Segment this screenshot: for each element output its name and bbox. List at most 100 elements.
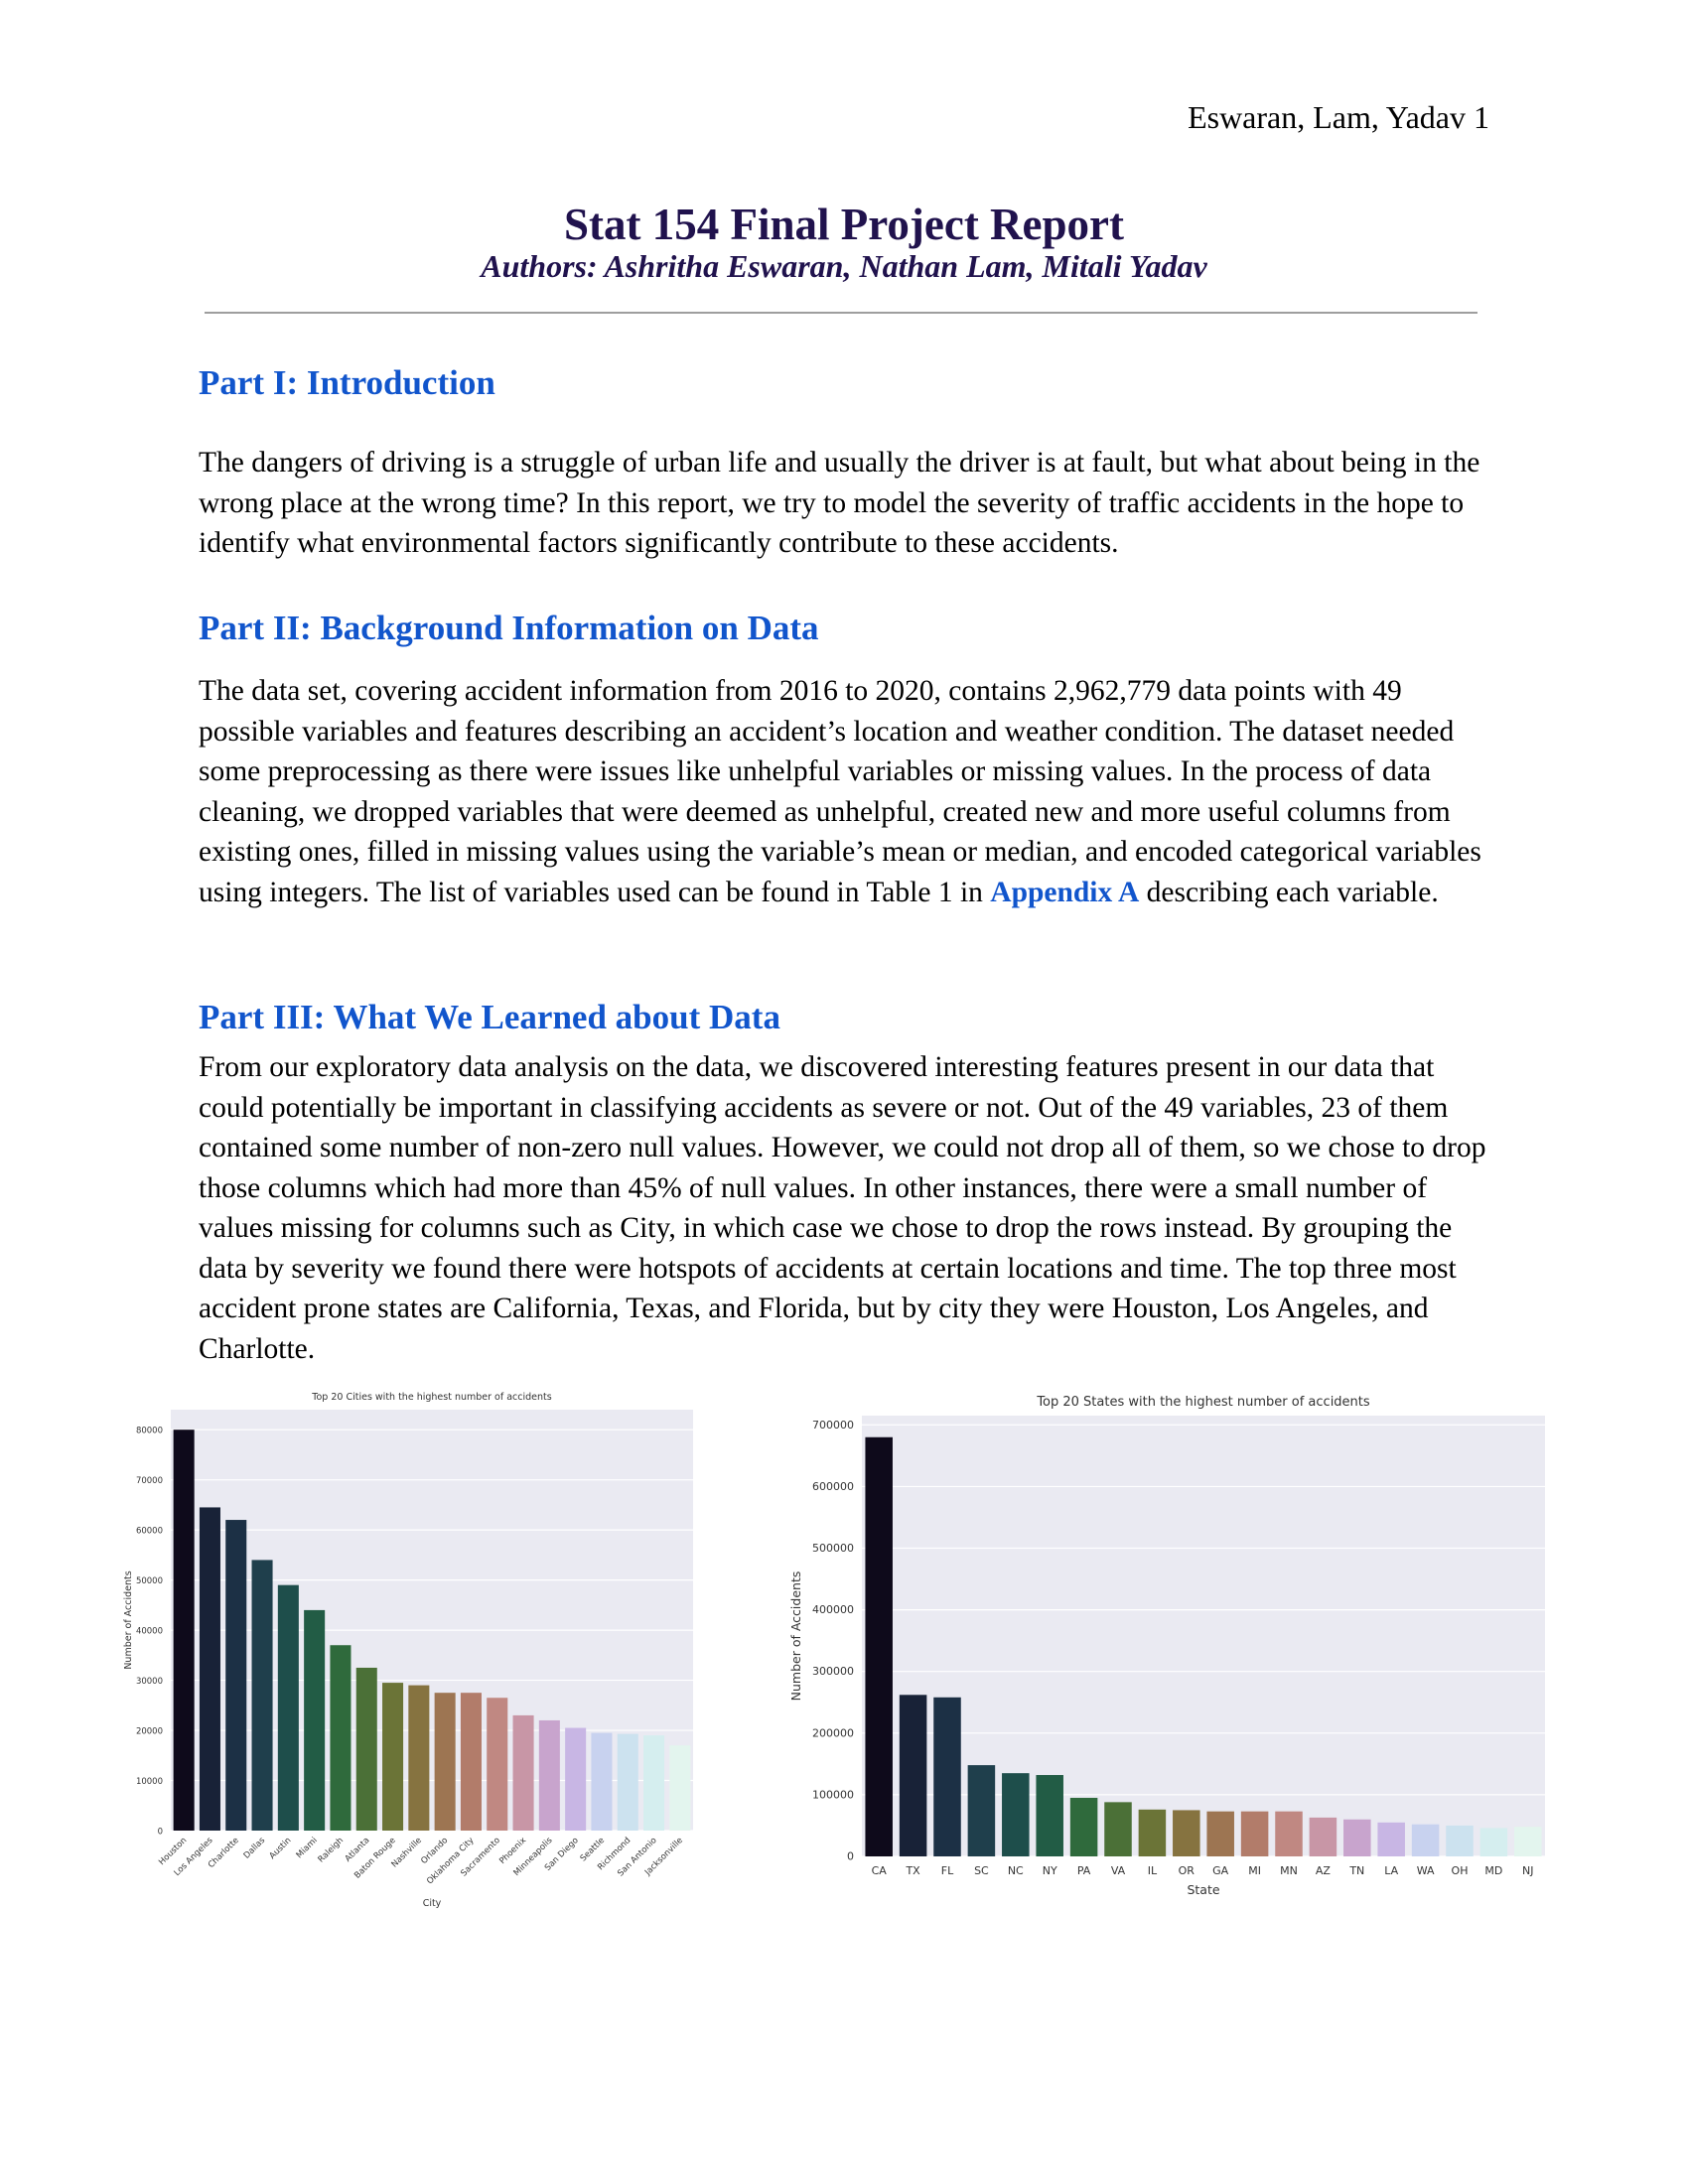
y-tick-label: 400000 bbox=[812, 1603, 854, 1616]
bar-il bbox=[1138, 1809, 1167, 1856]
paper-authors: Authors: Ashritha Eswaran, Nathan Lam, M… bbox=[481, 248, 1207, 284]
x-tick-label: GA bbox=[1212, 1864, 1229, 1877]
y-tick-label: 700000 bbox=[812, 1419, 854, 1432]
states-bar-chart: 0 100000 200000 300000 400000 500000 600000 700… bbox=[788, 1395, 1545, 1897]
y-tick-label: 300000 bbox=[812, 1665, 854, 1678]
section-body-introduction: The dangers of driving is a struggle of … bbox=[199, 447, 1480, 559]
y-axis-label: Number of Accidents bbox=[123, 1570, 134, 1669]
x-tick-label: Raleigh bbox=[317, 1836, 346, 1864]
x-tick-label: FL bbox=[941, 1864, 954, 1877]
x-tick-label: SC bbox=[974, 1864, 989, 1877]
bar-baton-rouge bbox=[382, 1683, 404, 1831]
bar-san-diego bbox=[565, 1727, 587, 1831]
x-axis-label: City bbox=[423, 1898, 442, 1909]
bar-fl bbox=[933, 1697, 961, 1856]
bar-sc bbox=[967, 1765, 996, 1856]
title-divider bbox=[205, 312, 1477, 314]
bar-atlanta bbox=[355, 1667, 377, 1831]
bar-ny bbox=[1036, 1775, 1063, 1856]
y-tick-label: 10000 bbox=[136, 1777, 163, 1787]
bar-va bbox=[1104, 1802, 1132, 1856]
x-tick-label: VA bbox=[1111, 1864, 1126, 1877]
bar-ga bbox=[1206, 1811, 1234, 1856]
x-tick-label: LA bbox=[1384, 1864, 1398, 1877]
bar-nj bbox=[1514, 1827, 1542, 1856]
y-tick-label: 70000 bbox=[136, 1476, 163, 1486]
x-tick-label: CA bbox=[872, 1864, 888, 1877]
section-heading-background: Part II: Background Information on Data bbox=[199, 609, 819, 647]
x-tick-label: OH bbox=[1452, 1864, 1469, 1877]
y-axis-label: Number of Accidents bbox=[788, 1571, 803, 1702]
x-tick-label: WA bbox=[1417, 1864, 1435, 1877]
plot-area bbox=[862, 1416, 1545, 1856]
bar-mn bbox=[1275, 1811, 1303, 1856]
bar-wa bbox=[1411, 1824, 1440, 1856]
bar-austin bbox=[277, 1584, 299, 1831]
bar-dallas bbox=[251, 1560, 273, 1831]
y-tick-label: 100000 bbox=[812, 1788, 854, 1801]
y-tick-label: 600000 bbox=[812, 1480, 854, 1493]
bar-oklahoma-city bbox=[460, 1693, 482, 1831]
bar-oh bbox=[1446, 1825, 1474, 1856]
bar-jacksonville bbox=[669, 1745, 691, 1831]
section-heading-introduction: Part I: Introduction bbox=[199, 363, 495, 402]
chart-title: Top 20 States with the highest number of… bbox=[1036, 1395, 1370, 1410]
bar-nc bbox=[1002, 1773, 1030, 1856]
y-tick-label: 60000 bbox=[136, 1527, 163, 1537]
x-tick-label: Austin bbox=[268, 1836, 294, 1861]
y-tick-label: 30000 bbox=[136, 1677, 163, 1687]
section-body-eda: From our exploratory data analysis on th… bbox=[199, 1051, 1486, 1365]
bar-houston bbox=[173, 1430, 195, 1831]
y-tick-label: 200000 bbox=[812, 1726, 854, 1739]
x-axis-label: State bbox=[1187, 1882, 1219, 1897]
y-tick-label: 40000 bbox=[136, 1627, 163, 1637]
y-tick-label: 500000 bbox=[812, 1542, 854, 1555]
x-tick-label: AZ bbox=[1316, 1864, 1332, 1877]
section-body-background: The data set, covering accident informat… bbox=[199, 671, 1489, 912]
bar-richmond bbox=[617, 1733, 638, 1831]
cities-bar-chart: 0 10000 20000 30000 40000 50000 60000 70000 8000… bbox=[123, 1392, 693, 1909]
y-tick-label: 80000 bbox=[136, 1427, 163, 1436]
bar-raleigh bbox=[330, 1645, 352, 1831]
bar-charlotte bbox=[225, 1520, 247, 1831]
paper-title: Stat 154 Final Project Report bbox=[563, 200, 1125, 249]
x-tick-label: MD bbox=[1484, 1864, 1502, 1877]
bar-seattle bbox=[591, 1732, 613, 1831]
plot-area bbox=[171, 1410, 693, 1831]
bar-phoenix bbox=[512, 1714, 534, 1831]
y-tick-label: 0 bbox=[847, 1850, 854, 1863]
bar-mi bbox=[1240, 1811, 1269, 1856]
bar-tn bbox=[1343, 1819, 1371, 1856]
x-tick-label: TN bbox=[1348, 1864, 1364, 1877]
background-text-after-link: describing each variable. bbox=[1146, 876, 1439, 908]
bar-or bbox=[1173, 1810, 1200, 1856]
bar-nashville bbox=[408, 1685, 430, 1831]
bar-orlando bbox=[434, 1693, 456, 1831]
bar-az bbox=[1309, 1817, 1337, 1856]
section-heading-eda: Part III: What We Learned about Data bbox=[199, 998, 780, 1036]
x-tick-label: NJ bbox=[1522, 1864, 1533, 1877]
bar-sacramento bbox=[487, 1698, 508, 1831]
x-tick-label: OR bbox=[1179, 1864, 1196, 1877]
x-tick-label: Miami bbox=[295, 1836, 320, 1860]
bar-pa bbox=[1069, 1798, 1098, 1856]
x-tick-label: MI bbox=[1248, 1864, 1261, 1877]
bar-minneapolis bbox=[538, 1719, 560, 1831]
bar-ca bbox=[865, 1436, 893, 1856]
bar-la bbox=[1377, 1822, 1405, 1856]
y-tick-label: 20000 bbox=[136, 1727, 163, 1737]
running-head: Eswaran, Lam, Yadav 1 bbox=[1188, 99, 1489, 135]
x-tick-label: NC bbox=[1008, 1864, 1024, 1877]
x-tick-label: MN bbox=[1280, 1864, 1298, 1877]
bar-tx bbox=[899, 1695, 927, 1856]
appendix-a-link[interactable]: Appendix A bbox=[990, 876, 1140, 908]
y-tick-label: 0 bbox=[158, 1828, 163, 1838]
x-tick-label: Dallas bbox=[242, 1836, 268, 1861]
bar-md bbox=[1479, 1828, 1508, 1856]
x-tick-label: IL bbox=[1148, 1864, 1158, 1877]
chart-title: Top 20 Cities with the highest number of… bbox=[311, 1392, 551, 1403]
bar-los-angeles bbox=[199, 1507, 220, 1831]
background-text-before-link: The data set, covering accident informat… bbox=[199, 675, 1481, 908]
bar-san-antonio bbox=[643, 1735, 665, 1831]
x-tick-label: NY bbox=[1043, 1864, 1057, 1877]
